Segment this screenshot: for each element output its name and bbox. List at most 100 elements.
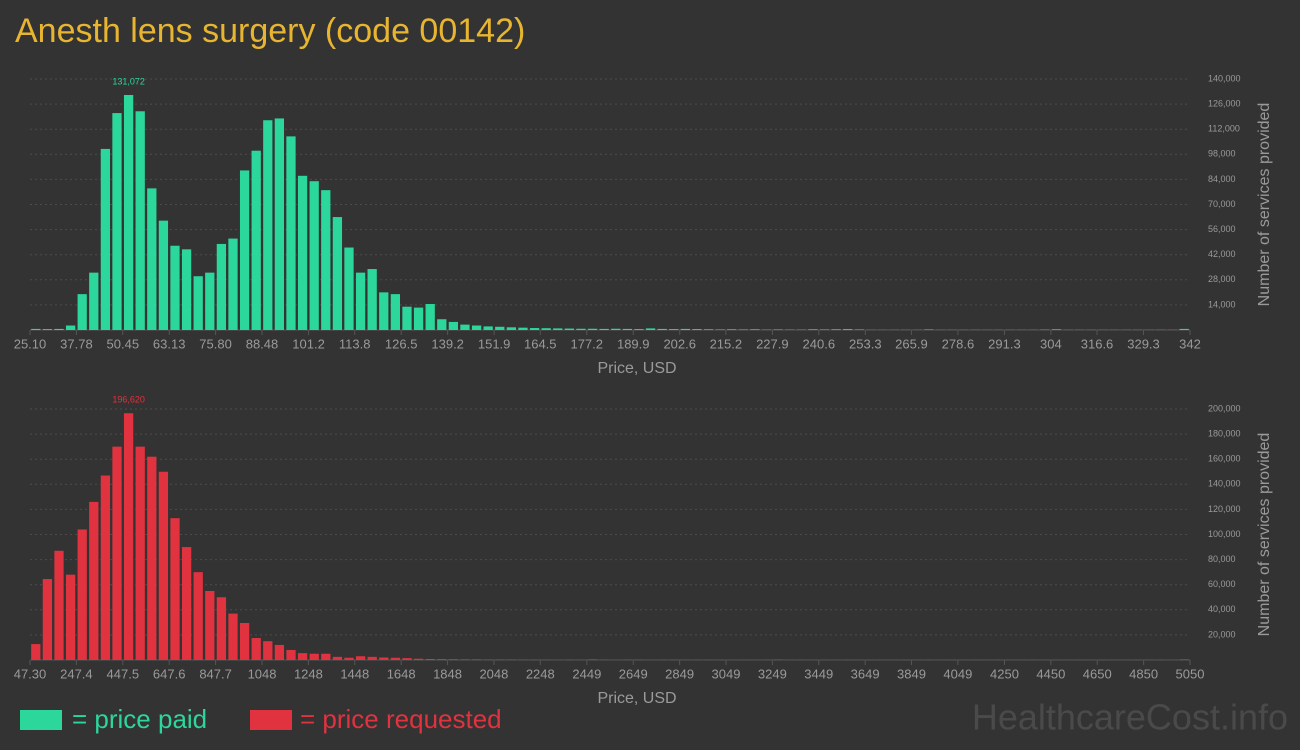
x-tick-label: 3049: [712, 666, 741, 681]
bar: [54, 550, 64, 660]
x-tick-label: 25.10: [14, 336, 47, 351]
x-tick-label: 4650: [1083, 666, 1112, 681]
bar: [1179, 659, 1189, 660]
bar: [379, 292, 389, 330]
bar: [750, 329, 760, 330]
bar: [344, 657, 354, 660]
bar: [170, 518, 180, 660]
x-tick-label: 88.48: [246, 336, 279, 351]
bar: [100, 148, 111, 330]
x-tick-label: 3649: [851, 666, 880, 681]
bar: [286, 649, 296, 660]
bar: [89, 272, 99, 330]
bar: [170, 245, 180, 330]
bar: [181, 547, 192, 660]
y-tick-label: 14,000: [1208, 299, 1236, 309]
bar: [448, 321, 458, 330]
y-axis-title: Number of services provided: [1256, 103, 1273, 307]
y-tick-label: 100,000: [1208, 529, 1241, 539]
y-axis-title: Number of services provided: [1256, 433, 1273, 637]
bar: [65, 325, 76, 330]
bar: [309, 653, 319, 660]
bar: [506, 327, 517, 330]
bar: [65, 574, 76, 660]
bar: [42, 579, 53, 660]
bar: [112, 113, 122, 330]
bar: [77, 294, 87, 330]
legend-label: = price requested: [300, 704, 502, 734]
bar: [460, 659, 470, 660]
page-title: Anesth lens surgery (code 00142): [15, 12, 525, 50]
bar: [529, 328, 540, 330]
bar: [286, 136, 296, 330]
bar: [135, 111, 145, 331]
bar: [274, 644, 285, 660]
bar: [541, 328, 551, 330]
bar: [321, 190, 331, 330]
y-tick-label: 98,000: [1208, 149, 1236, 159]
bar: [216, 597, 227, 660]
x-tick-label: 447.5: [107, 666, 140, 681]
bar: [31, 328, 41, 330]
watermark: HealthcareCost.info: [972, 697, 1288, 738]
x-tick-label: 47.30: [14, 666, 47, 681]
bar: [31, 644, 41, 660]
bar: [425, 304, 435, 330]
legend-label: = price paid: [72, 704, 207, 734]
bar: [193, 276, 203, 330]
bar: [483, 659, 493, 660]
bar: [251, 150, 261, 330]
bar: [263, 120, 273, 330]
bar: [692, 329, 702, 330]
x-tick-label: 189.9: [617, 336, 650, 351]
x-tick-label: 291.3: [988, 336, 1021, 351]
x-tick-label: 215.2: [710, 336, 743, 351]
bar: [355, 272, 366, 330]
bar: [263, 641, 273, 660]
bar: [611, 328, 621, 330]
bar: [727, 329, 737, 330]
bar: [924, 329, 934, 330]
x-tick-label: 278.6: [942, 336, 975, 351]
x-tick-label: 247.4: [60, 666, 93, 681]
bar: [553, 328, 563, 330]
bar: [669, 329, 679, 330]
x-tick-label: 4049: [943, 666, 972, 681]
bar: [367, 656, 377, 660]
x-axis-title: Price, USD: [597, 360, 676, 377]
x-tick-label: 329.3: [1127, 336, 1160, 351]
y-tick-label: 60,000: [1208, 579, 1236, 589]
bar: [773, 659, 783, 660]
x-tick-label: 3849: [897, 666, 926, 681]
y-tick-label: 20,000: [1208, 629, 1236, 639]
y-tick-label: 70,000: [1208, 199, 1236, 209]
bar: [89, 501, 99, 660]
bar: [657, 328, 667, 330]
bar: [205, 590, 215, 660]
bar: [228, 613, 238, 660]
x-tick-label: 2048: [479, 666, 508, 681]
bar: [645, 328, 656, 330]
bar: [100, 475, 111, 660]
x-tick-label: 4850: [1129, 666, 1158, 681]
bar: [471, 325, 482, 330]
bar: [831, 329, 841, 330]
x-tick-label: 227.9: [756, 336, 789, 351]
bar: [274, 118, 285, 330]
bar: [42, 329, 53, 330]
bar: [703, 329, 714, 330]
x-tick-label: 164.5: [524, 336, 557, 351]
bar: [135, 446, 145, 660]
bar: [367, 269, 377, 330]
x-tick-label: 75.80: [199, 336, 232, 351]
y-tick-label: 28,000: [1208, 274, 1236, 284]
y-tick-label: 84,000: [1208, 174, 1236, 184]
x-tick-label: 151.9: [478, 336, 511, 351]
bar: [622, 328, 633, 330]
bar: [495, 659, 505, 660]
x-tick-label: 3249: [758, 666, 787, 681]
bar: [193, 572, 203, 660]
y-tick-label: 140,000: [1208, 73, 1241, 83]
data-label: 131,072: [112, 76, 145, 86]
